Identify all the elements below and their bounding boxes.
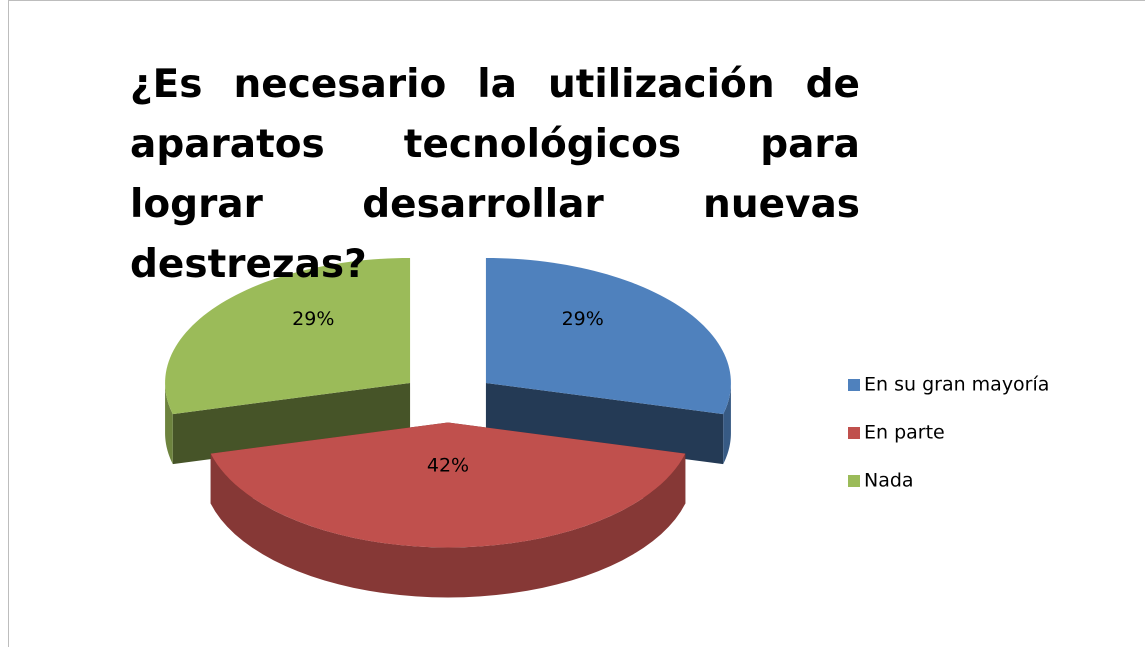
legend-label: En parte: [864, 422, 945, 444]
slice-side: [165, 382, 173, 465]
pie-slice: [485, 257, 731, 415]
data-label: 29%: [292, 308, 334, 330]
data-label: 29%: [562, 308, 604, 330]
data-label: 42%: [427, 455, 469, 477]
legend-swatch: [848, 427, 860, 439]
legend-swatch: [848, 379, 860, 391]
chart-title: ¿Es necesario la utilización de aparatos…: [130, 62, 860, 287]
chart-border: [8, 0, 1145, 647]
legend-swatch: [848, 475, 860, 487]
slice-side: [485, 382, 724, 465]
slice-side: [210, 453, 686, 598]
legend-label: Nada: [864, 470, 914, 492]
pie-slice: [210, 422, 686, 548]
slice-side: [172, 382, 411, 465]
legend-label: En su gran mayoría: [864, 374, 1049, 396]
pie-slice: [165, 257, 411, 415]
slice-side: [723, 382, 731, 465]
